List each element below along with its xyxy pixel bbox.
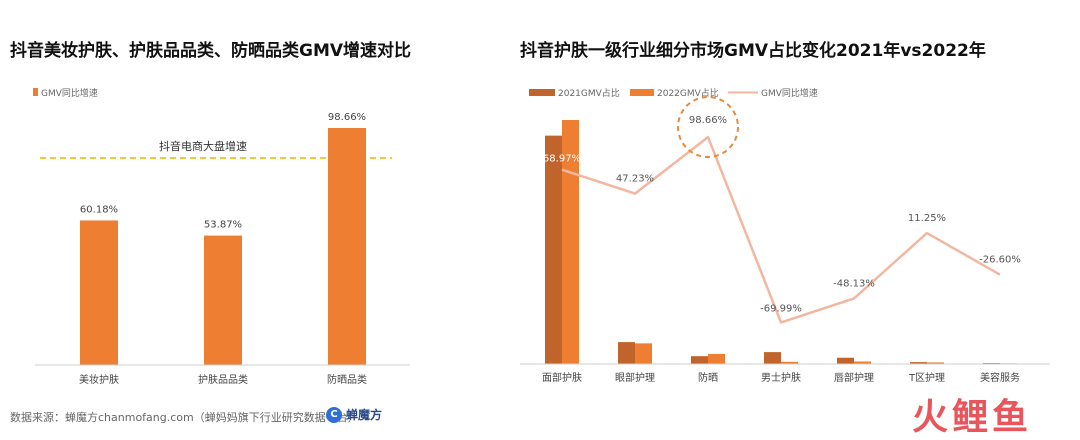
- x-tick-label-面部护肤: 面部护肤: [542, 371, 582, 384]
- left-chart-title: 抖音美妆护肤、护肤品品类、防晒品类GMV增速对比: [10, 41, 412, 61]
- growth-line: [561, 135, 1001, 324]
- legend-label-growth: GMV同比增速: [761, 87, 818, 99]
- x-tick-label-美容服务: 美容服务: [980, 371, 1020, 384]
- legend-swatch-2021: [529, 89, 555, 96]
- right-chart-title: 抖音护肤一级行业细分市场GMV占比变化2021年vs2022年: [520, 41, 986, 61]
- bar-2022-面部护肤: [562, 120, 579, 364]
- reference-line-label: 抖音电商大盘增速: [159, 139, 247, 153]
- bar-2021-男士护肤: [764, 352, 781, 364]
- legend-label-gmv-growth: GMV同比增速: [41, 87, 98, 99]
- legend-label-2021: 2021GMV占比: [558, 87, 620, 99]
- x-tick-label-防晒: 防晒: [698, 371, 718, 384]
- growth-label-唇部护理: -48.13%: [833, 278, 875, 289]
- growth-label-T区护理: 11.25%: [908, 213, 946, 224]
- highlight-circle: [677, 96, 739, 158]
- bar-防晒品类: [328, 128, 366, 365]
- growth-label-美容服务: -26.60%: [979, 255, 1021, 266]
- bar-护肤品品类: [204, 235, 242, 365]
- source-note: 数据来源：蝉魔方chanmofang.com（蝉妈妈旗下行业研究数据平台）: [10, 411, 359, 424]
- watermark-logo: 火鲤鱼: [912, 397, 1033, 438]
- bar-2021-眼部护理: [618, 342, 635, 364]
- x-tick-label-眼部护理: 眼部护理: [615, 371, 655, 384]
- brand-badge: C 蝉魔方: [326, 406, 382, 423]
- growth-label-眼部护理: 47.23%: [616, 174, 654, 185]
- bar-2021-唇部护理: [837, 357, 854, 364]
- x-tick-label-唇部护理: 唇部护理: [834, 371, 874, 384]
- data-label-美妆护肤: 60.18%: [80, 204, 118, 215]
- bar-2022-T区护理: [927, 362, 944, 364]
- growth-label-面部护肤: 68.97%: [543, 154, 581, 165]
- bar-2022-防晒: [708, 353, 725, 364]
- x-tick-label-男士护肤: 男士护肤: [761, 371, 801, 384]
- data-label-护肤品品类: 53.87%: [204, 220, 242, 231]
- bar-2021-T区护理: [910, 362, 927, 364]
- legend-label-2022: 2022GMV占比: [657, 87, 719, 99]
- legend-swatch-2022: [630, 89, 654, 96]
- bar-2022-眼部护理: [635, 343, 652, 364]
- growth-label-男士护肤: -69.99%: [760, 303, 802, 314]
- bar-2022-唇部护理: [854, 361, 871, 364]
- bar-2022-男士护肤: [781, 361, 798, 364]
- x-tick-label-护肤品品类: 护肤品品类: [198, 373, 248, 386]
- bar-2021-面部护肤: [545, 135, 562, 364]
- brand-name: 蝉魔方: [346, 408, 383, 422]
- x-tick-label-T区护理: T区护理: [908, 371, 945, 384]
- bar-2021-防晒: [691, 356, 708, 364]
- growth-label-防晒: 98.66%: [689, 115, 727, 126]
- bar-美妆护肤: [80, 220, 118, 365]
- brand-logo-icon: C: [326, 406, 342, 423]
- data-label-防晒品类: 98.66%: [328, 112, 366, 123]
- legend-swatch-gmv-growth: [33, 88, 38, 96]
- x-tick-label-美妆护肤: 美妆护肤: [79, 373, 119, 386]
- x-tick-label-防晒品类: 防晒品类: [327, 373, 367, 386]
